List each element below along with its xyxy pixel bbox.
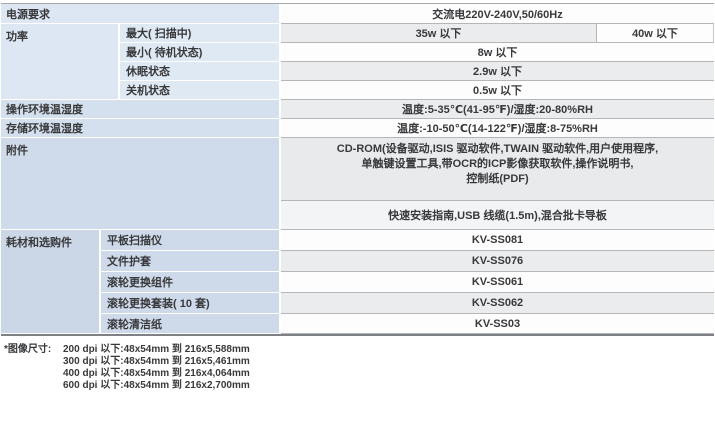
spec-table: 电源要求 交流电220V-240V,50/60Hz 功率 最大( 扫描中) 35… xyxy=(1,3,714,336)
storage-env-label: 存储环境温湿度 xyxy=(1,119,281,138)
operating-env-label: 操作环境温湿度 xyxy=(1,100,281,119)
power-max-label: 最大( 扫描中) xyxy=(120,24,281,43)
document-sleeve-value: KV-SS076 xyxy=(281,251,714,272)
flatbed-scanner-label: 平板扫描仪 xyxy=(101,230,281,251)
power-requirement-label: 电源要求 xyxy=(1,4,281,24)
power-min-label: 最小( 待机状态) xyxy=(120,43,281,62)
footnote-line-200dpi: 200 dpi 以下:48x54mm 到 216x5,588mm xyxy=(63,344,250,355)
document-sleeve-label: 文件护套 xyxy=(101,251,281,272)
accessories-extra-value: 快速安装指南,USB 线缆(1.5m),混合批卡导板 xyxy=(281,201,714,230)
roller-cleaning-paper-value: KV-SS03 xyxy=(281,314,714,334)
footnote-line-300dpi: 300 dpi 以下:48x54mm 到 216x5,461mm xyxy=(63,356,250,367)
section-environment: 操作环境温湿度 温度:5-35℃(41-95℉)/湿度:20-80%RH 存储环… xyxy=(1,100,714,138)
roller-exchange-kit-value: KV-SS061 xyxy=(281,272,714,293)
accessories-cdrom-value: CD-ROM(设备驱动,ISIS 驱动软件,TWAIN 驱动软件,用户使用程序,… xyxy=(281,138,714,201)
footnote-line-400dpi: 400 dpi 以下:48x54mm 到 216x4,064mm xyxy=(63,368,250,379)
consumables-label: 耗材和选购件 xyxy=(1,230,101,334)
power-off-value: 0.5w 以下 xyxy=(281,81,714,100)
accessories-label: 附件 xyxy=(1,138,281,230)
power-requirement-value: 交流电220V-240V,50/60Hz xyxy=(281,4,714,24)
power-label: 功率 xyxy=(1,24,120,100)
section-consumables: 耗材和选购件 平板扫描仪 KV-SS081 文件护套 KV-SS076 滚轮更换… xyxy=(1,230,714,334)
flatbed-scanner-value: KV-SS081 xyxy=(281,230,714,251)
power-sleep-label: 休眠状态 xyxy=(120,62,281,81)
storage-env-value: 温度:-10-50℃(14-122℉)/湿度:8-75%RH xyxy=(281,119,714,138)
power-sleep-value: 2.9w 以下 xyxy=(281,62,714,81)
footnote-lines: 200 dpi 以下:48x54mm 到 216x5,588mm 300 dpi… xyxy=(63,344,250,392)
power-off-label: 关机状态 xyxy=(120,81,281,100)
image-size-footnote: *图像尺寸: 200 dpi 以下:48x54mm 到 216x5,588mm … xyxy=(0,344,715,392)
footnote-line-600dpi: 600 dpi 以下:48x54mm 到 216x2,700mm xyxy=(63,380,250,391)
roller-exchange-kit-label: 滚轮更换组件 xyxy=(101,272,281,293)
power-min-value: 8w 以下 xyxy=(281,43,714,62)
section-accessories: 附件 CD-ROM(设备驱动,ISIS 驱动软件,TWAIN 驱动软件,用户使用… xyxy=(1,138,714,230)
accessories-cdrom-line2: 单触键设置工具,带OCR的ICP影像获取软件,操作说明书, xyxy=(361,158,634,170)
roller-cleaning-paper-label: 滚轮清洁纸 xyxy=(101,314,281,334)
accessories-cdrom-line3: 控制纸(PDF) xyxy=(466,173,529,185)
footnote-label: *图像尺寸: xyxy=(4,344,52,355)
section-power: 电源要求 交流电220V-240V,50/60Hz 功率 最大( 扫描中) 35… xyxy=(1,4,714,100)
power-max-value: 35w 以下 xyxy=(281,24,596,43)
operating-env-value: 温度:5-35℃(41-95℉)/湿度:20-80%RH xyxy=(281,100,714,119)
roller-exchange-set-value: KV-SS062 xyxy=(281,293,714,314)
roller-exchange-set-label: 滚轮更换套装( 10 套) xyxy=(101,293,281,314)
power-max-value-alt: 40w 以下 xyxy=(596,24,714,43)
accessories-cdrom-line1: CD-ROM(设备驱动,ISIS 驱动软件,TWAIN 驱动软件,用户使用程序, xyxy=(336,143,659,155)
